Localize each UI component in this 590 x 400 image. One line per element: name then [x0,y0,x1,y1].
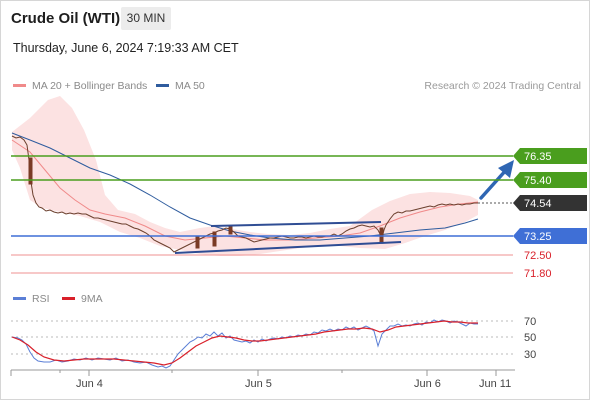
channel-lower [174,241,402,254]
rsi-line [11,319,478,369]
legend-ma50: MA 50 [156,80,205,92]
legend-ma20: MA 20 + Bollinger Bands [13,80,147,92]
legend-ma20-label: MA 20 + Bollinger Bands [32,80,148,92]
ma20-swatch-icon [13,83,26,87]
research-credit: Research © 2024 Trading Central [424,80,581,92]
level-label-71-80: 71.80 [524,268,552,280]
x-axis-ticks [10,370,497,376]
rsi-swatch-icon [13,297,26,300]
timeframe-badge[interactable]: 30 MIN [121,7,171,30]
rsi-tick-70: 70 [524,316,536,328]
rsi-ma-legend-label: 9MA [81,293,103,305]
x-tick-jun5: Jun 5 [245,378,272,390]
rsi-tick-50: 50 [524,332,536,344]
x-tick-jun6: Jun 6 [414,378,441,390]
bollinger-band [12,96,478,256]
label-bg-73-25 [513,228,587,244]
instrument-title: Crude Oil (WTI) [11,10,121,27]
x-tick-jun11: Jun 11 [479,378,511,390]
label-bg-74-54 [513,195,587,211]
level-label-72-50: 72.50 [524,250,552,262]
timestamp: Thursday, June 6, 2024 7:19:33 AM CET [13,41,239,55]
projection-arrow-head [498,160,514,178]
rsi-ma-swatch-icon [62,297,75,300]
level-label-76-35: 76.35 [524,151,552,163]
legend-ma50-label: MA 50 [175,80,205,92]
x-tick-jun4: Jun 4 [76,378,103,390]
projection-arrow-shaft [479,167,509,200]
rsi-ma-line [11,320,478,366]
level-label-75-40: 75.40 [524,175,552,187]
rsi-legend-label: RSI [32,293,50,305]
label-bg-76-35 [513,148,587,164]
label-bg-75-40 [513,172,587,188]
level-label-74-54: 74.54 [524,198,552,210]
ma50-swatch-icon [156,83,169,87]
channel-upper [210,221,382,227]
rsi-tick-30: 30 [524,349,536,361]
level-label-73-25: 73.25 [524,231,552,243]
